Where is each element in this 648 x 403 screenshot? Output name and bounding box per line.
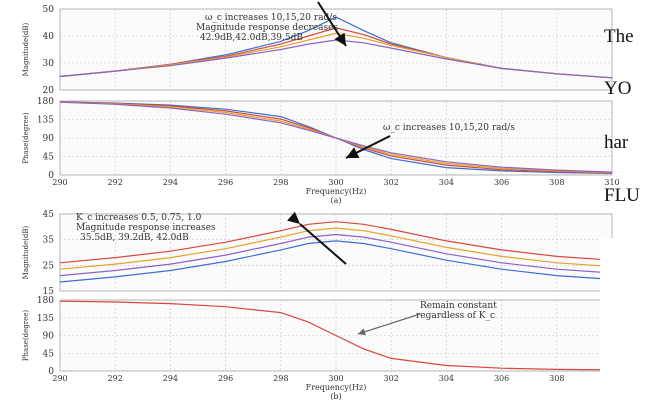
body-text-line-4: FLU xyxy=(604,185,640,206)
annotation-line-2: Magnitude response increases xyxy=(76,223,216,233)
y-axis-label: Phase(degree) xyxy=(22,112,30,164)
series-line xyxy=(59,101,613,173)
x-tick-label: 308 xyxy=(549,374,564,383)
annotation-arrow xyxy=(287,211,347,265)
y-tick-label: 45 xyxy=(43,210,55,220)
figure-caption: (a) xyxy=(330,196,341,205)
x-tick-label: 294 xyxy=(163,374,178,383)
series-line xyxy=(59,300,613,371)
y-tick-label: 135 xyxy=(37,116,54,126)
series-line xyxy=(59,227,613,270)
annotation-arrow xyxy=(345,135,391,159)
x-tick-label: 304 xyxy=(439,178,454,187)
x-axis-label: Frequency(Hz) xyxy=(306,383,367,392)
y-tick-label: 0 xyxy=(48,171,54,181)
x-tick-label: 298 xyxy=(273,178,288,187)
y-tick-label: 0 xyxy=(48,367,54,377)
annotation-line-3: 42.9dB,42.0dB,39.5dB xyxy=(200,33,303,43)
series-line xyxy=(59,240,613,283)
x-tick-label: 302 xyxy=(384,374,399,383)
annotation-line-1: K_c increases 0.5, 0.75, 1.0 xyxy=(76,213,202,223)
body-text-line-3: har xyxy=(604,132,629,153)
x-tick-label: 300 xyxy=(328,374,343,383)
panel-a-phase xyxy=(59,100,613,176)
y-axis-label: Magnitude(dB) xyxy=(22,225,30,279)
y-tick-label: 135 xyxy=(37,314,54,324)
y-tick-label: 20 xyxy=(43,86,55,96)
y-tick-label: 180 xyxy=(37,97,54,107)
panel-b-phase xyxy=(59,299,613,372)
x-tick-label: 292 xyxy=(108,178,123,187)
y-tick-label: 90 xyxy=(43,134,55,144)
y-tick-label: 45 xyxy=(43,153,55,163)
y-tick-label: 30 xyxy=(43,59,55,69)
x-tick-label: 302 xyxy=(384,178,399,187)
figure-caption: (b) xyxy=(330,392,341,401)
page-margin xyxy=(600,238,648,403)
panel-b-magnitude xyxy=(59,213,613,292)
x-tick-label: 308 xyxy=(549,178,564,187)
x-tick-label: 296 xyxy=(218,178,233,187)
x-axis-label: Frequency(Hz) xyxy=(306,187,367,196)
annotation-line-3: 35.5dB, 39.2dB, 42.0dB xyxy=(80,233,189,243)
x-tick-label: 292 xyxy=(108,374,123,383)
series-line xyxy=(59,233,613,277)
annotation-line-2: Magnitude response decreases xyxy=(196,23,338,33)
x-tick-label: 310 xyxy=(604,178,619,187)
y-tick-label: 90 xyxy=(43,332,55,342)
y-axis-label: Magnitude(dB) xyxy=(22,22,30,76)
y-tick-label: 25 xyxy=(43,261,55,271)
y-tick-label: 45 xyxy=(43,349,55,359)
body-text-line-2: YO xyxy=(604,78,632,99)
body-text-line-1: The xyxy=(604,26,634,47)
x-tick-label: 294 xyxy=(163,178,178,187)
x-tick-label: 298 xyxy=(273,374,288,383)
x-tick-label: 290 xyxy=(52,374,67,383)
annotation-line-2: regardless of K_c xyxy=(416,311,495,321)
x-tick-label: 290 xyxy=(52,178,67,187)
x-tick-label: 300 xyxy=(328,178,343,187)
x-tick-label: 304 xyxy=(439,374,454,383)
annotation-line-1: Remain constant xyxy=(420,301,497,311)
series-line xyxy=(59,221,613,264)
y-tick-label: 15 xyxy=(43,287,55,297)
y-axis-label: Phase(degree) xyxy=(22,310,30,362)
x-tick-label: 296 xyxy=(218,374,233,383)
panel-a-magnitude xyxy=(59,8,613,91)
y-tick-label: 50 xyxy=(43,5,55,15)
annotation-arrow xyxy=(357,313,421,336)
x-tick-label: 306 xyxy=(494,374,509,383)
y-tick-label: 35 xyxy=(43,236,55,246)
y-tick-label: 40 xyxy=(43,32,55,42)
x-tick-label: 306 xyxy=(494,178,509,187)
y-tick-label: 180 xyxy=(37,296,54,306)
annotation-line-1: ω_c increases 10,15,20 rad/s xyxy=(383,123,515,133)
annotation-arrow xyxy=(317,1,347,47)
annotation-line-1: ω_c increases 10,15,20 rad/s xyxy=(205,13,337,23)
